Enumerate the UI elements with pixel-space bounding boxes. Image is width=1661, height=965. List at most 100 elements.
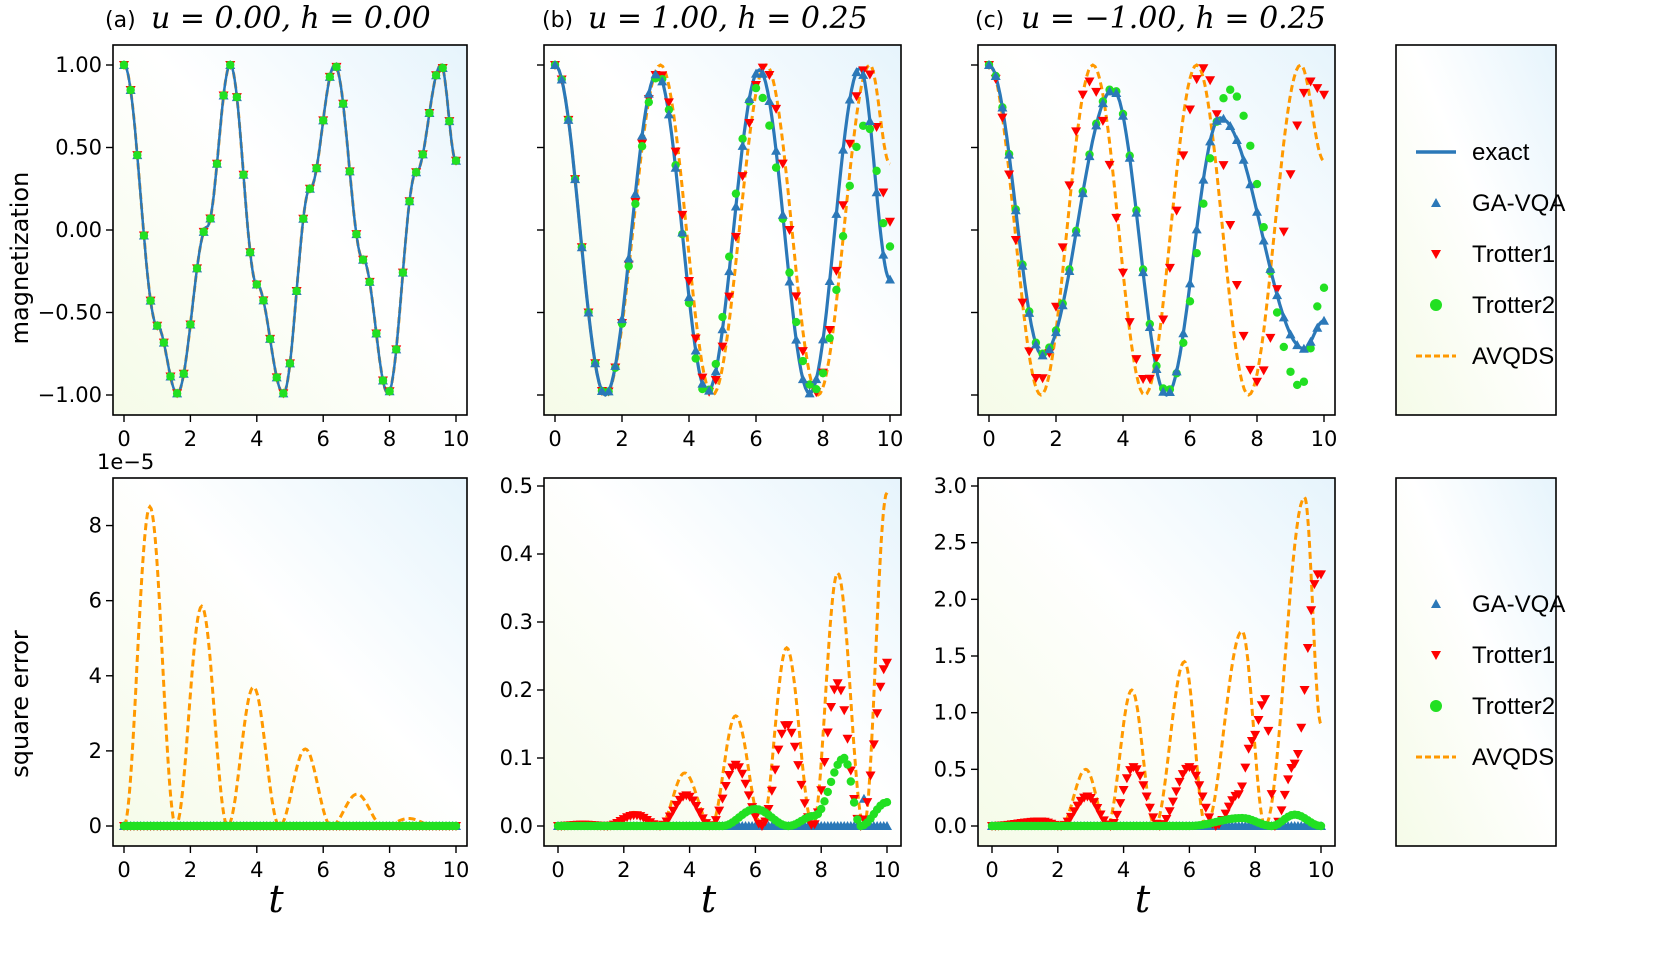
trotter1-marker xyxy=(799,799,810,809)
trotter1-marker xyxy=(724,770,735,780)
trotter1-marker xyxy=(1285,170,1296,180)
a-top-ytick-label: −0.50 xyxy=(38,301,102,325)
trotter1-marker xyxy=(1292,121,1303,131)
trotter1-marker xyxy=(1144,374,1155,384)
ga-vqa-marker xyxy=(730,201,741,211)
trotter1-marker xyxy=(864,70,875,80)
trotter2-marker xyxy=(406,197,414,205)
legend-top xyxy=(1395,44,1557,416)
trotter1-marker xyxy=(1260,695,1271,705)
avqds-line xyxy=(988,63,1325,397)
trotter1-marker xyxy=(744,118,755,128)
trotter1-marker xyxy=(1151,354,1162,364)
trotter1-marker xyxy=(822,728,833,738)
trotter1-marker xyxy=(710,375,721,385)
ga-vqa-marker xyxy=(1252,206,1262,216)
trotter1-marker xyxy=(776,729,787,739)
ga-vqa-marker xyxy=(784,276,795,286)
c-bottom-xtick-label: 6 xyxy=(1183,858,1196,882)
trotter2-marker xyxy=(147,297,155,305)
trotter1-marker xyxy=(878,665,889,675)
ga-vqa-marker xyxy=(1151,364,1162,374)
ga-vqa-marker xyxy=(1292,340,1303,350)
trotter2-marker xyxy=(186,320,194,328)
trotter2-marker xyxy=(1192,248,1201,258)
trotter2-marker xyxy=(1226,85,1235,94)
xlabel-t: t xyxy=(1135,877,1151,921)
legend-ga-vqa-swatch xyxy=(1431,599,1441,608)
trotter1-marker xyxy=(797,347,808,357)
trotter2-marker xyxy=(826,777,836,787)
b-top-axes xyxy=(543,44,902,416)
a-top-ytick-label: 0.50 xyxy=(55,136,102,160)
b-top-xtick-label: 8 xyxy=(816,427,829,451)
trotter2-marker xyxy=(1313,302,1322,311)
trotter1-marker xyxy=(1250,730,1261,740)
trotter2-marker xyxy=(1319,283,1329,292)
legend-trotter2-swatch xyxy=(1430,299,1442,311)
trotter2-marker xyxy=(1293,380,1302,390)
trotter2-marker xyxy=(718,312,727,322)
trotter1-marker xyxy=(784,226,795,235)
ga-vqa-marker xyxy=(1084,151,1095,161)
trotter2-marker xyxy=(120,61,128,69)
a-bottom-ytick-label: 0 xyxy=(89,814,102,838)
ga-vqa-marker xyxy=(878,249,889,259)
trotter2-marker xyxy=(286,359,294,367)
trotter1-marker xyxy=(1084,77,1095,87)
trotter1-marker xyxy=(1092,803,1103,813)
trotter1-marker xyxy=(1010,235,1021,245)
trotter1-marker xyxy=(1037,374,1048,384)
ga-vqa-marker xyxy=(596,386,607,396)
trotter1-marker xyxy=(764,70,775,80)
trotter2-marker xyxy=(1205,154,1215,163)
ga-vqa-marker xyxy=(824,275,835,285)
trotter2-marker xyxy=(817,804,826,814)
trotter2-marker xyxy=(386,387,394,395)
ga-vqa-marker xyxy=(1091,120,1102,130)
a-top-ytick-label: −1.00 xyxy=(38,383,102,407)
trotter2-marker xyxy=(160,339,168,347)
a-top-ytick-label: 0.00 xyxy=(55,218,102,242)
trotter1-marker xyxy=(1272,285,1283,295)
ga-vqa-marker xyxy=(1057,300,1068,310)
legend-label: AVQDS xyxy=(1472,744,1554,771)
trotter1-marker xyxy=(1276,806,1287,816)
ga-vqa-marker xyxy=(697,378,708,388)
trotter1-marker xyxy=(1263,726,1274,736)
trotter2-marker xyxy=(885,242,895,251)
trotter2-marker xyxy=(313,164,321,172)
trotter1-marker xyxy=(1211,110,1222,120)
ga-vqa-marker xyxy=(1265,263,1276,273)
ga-vqa-marker xyxy=(556,74,567,84)
trotter2-marker xyxy=(372,330,380,338)
trotter1-marker xyxy=(1088,798,1099,808)
trotter2-marker xyxy=(253,280,261,288)
b-bottom-xtick-label: 4 xyxy=(683,858,696,882)
ga-vqa-marker xyxy=(831,208,842,218)
trotter1-marker xyxy=(997,113,1008,123)
trotter1-marker xyxy=(1319,90,1329,100)
trotter1-marker xyxy=(871,122,882,132)
c-top-xtick-label: 4 xyxy=(1116,427,1129,451)
trotter1-marker xyxy=(757,63,768,73)
trotter2-marker xyxy=(1272,308,1282,317)
legend-label: GA-VQA xyxy=(1472,591,1565,618)
trotter1-marker xyxy=(1190,771,1201,781)
trotter2-marker xyxy=(445,117,453,125)
ga-vqa-marker xyxy=(704,385,715,395)
trotter1-marker xyxy=(1144,803,1155,813)
ga-vqa-marker xyxy=(657,76,668,86)
ga-vqa-marker xyxy=(1010,205,1021,215)
trotter1-marker xyxy=(1174,777,1185,787)
b-bottom-ytick-label: 0.3 xyxy=(500,610,533,634)
legend-trotter1-swatch xyxy=(1431,250,1441,259)
a-bottom-xtick-label: 4 xyxy=(250,858,263,882)
b-top-xtick-label: 10 xyxy=(877,427,904,451)
trotter2-marker xyxy=(200,228,208,236)
trotter2-marker xyxy=(273,373,281,381)
trotter1-marker xyxy=(684,277,694,287)
trotter2-marker xyxy=(798,356,808,366)
trotter1-marker xyxy=(783,721,794,731)
